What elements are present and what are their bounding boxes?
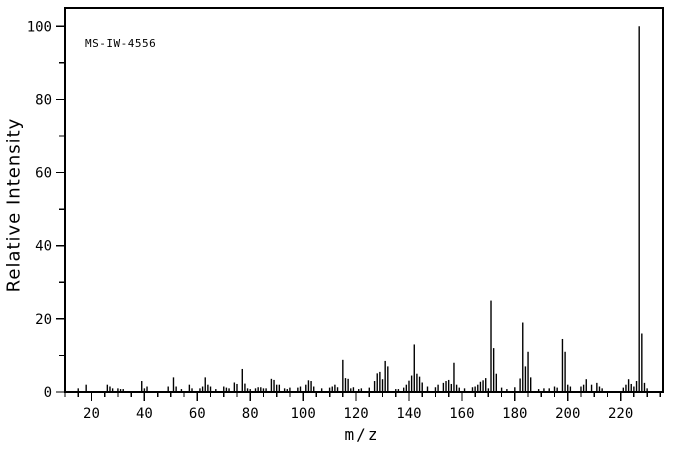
y-tick-label: 0 — [44, 385, 52, 401]
y-axis-ticks — [56, 25, 65, 393]
x-tick-label: 20 — [83, 406, 100, 422]
x-tick-label: 80 — [242, 406, 259, 422]
y-axis-title: Relative Intensity — [3, 117, 25, 293]
x-tick-label: 60 — [189, 406, 206, 422]
y-tick-label: 80 — [35, 92, 52, 108]
y-tick-labels: 0 20 40 60 80 100 — [27, 19, 52, 401]
y-tick-label: 60 — [35, 166, 52, 182]
x-tick-label: 120 — [343, 406, 368, 422]
x-tick-label: 140 — [396, 406, 421, 422]
y-tick-label: 40 — [35, 239, 52, 255]
x-tick-label: 40 — [136, 406, 153, 422]
spectrum-id-label: MS-IW-4556 — [85, 37, 157, 50]
x-tick-label: 180 — [502, 406, 527, 422]
x-tick-label: 220 — [608, 406, 633, 422]
y-tick-label: 100 — [27, 19, 52, 35]
x-tick-label: 160 — [449, 406, 474, 422]
plot-frame — [64, 7, 664, 393]
x-tick-label: 200 — [555, 406, 580, 422]
x-tick-label: 100 — [290, 406, 315, 422]
x-tick-labels: 20 40 60 80 100 120 140 160 180 200 220 — [83, 406, 633, 422]
x-axis-title: m/z — [344, 425, 380, 444]
x-axis-ticks — [64, 392, 662, 401]
y-tick-label: 20 — [35, 312, 52, 328]
spectrum-peaks — [77, 26, 648, 392]
